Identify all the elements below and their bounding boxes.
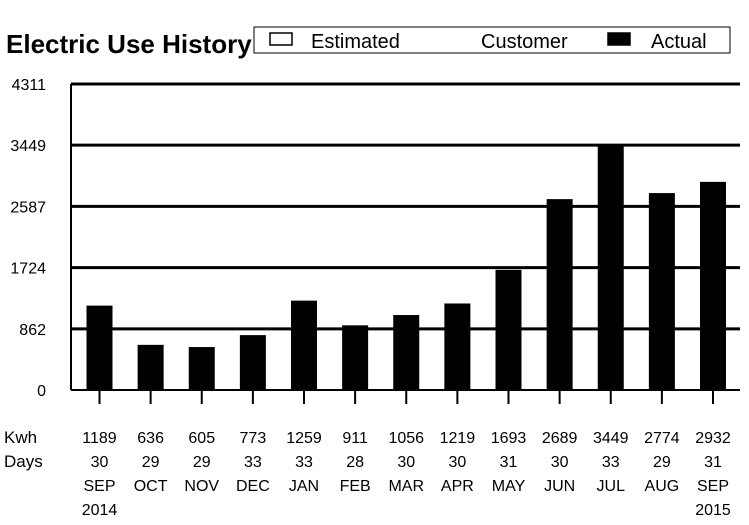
kwh-label: 1056 [388,430,424,447]
y-tick-labels: 0 862 1724 2587 3449 4311 [10,77,46,400]
bar [393,315,420,390]
month-label: OCT [134,478,168,495]
bar [291,300,317,390]
y-tick-label: 1724 [10,261,46,278]
bar [546,199,573,390]
y-tick-label: 0 [37,383,46,400]
y-tick-label: 2587 [10,199,46,216]
bar [648,193,675,390]
days-label: 29 [193,454,211,471]
legend-box [253,26,731,54]
kwh-label: 911 [342,430,368,447]
month-label: JUN [544,478,575,495]
kwh-label: 1189 [82,430,117,447]
kwh-label: 1259 [286,430,322,447]
days-label: 29 [142,454,160,471]
days-label: 30 [91,454,109,471]
kwh-label: 2689 [542,430,578,447]
bar [597,145,624,390]
month-label: JAN [289,478,319,495]
kwh-label: 3449 [593,430,629,447]
month-label: JUL [597,478,626,495]
bar [495,269,522,390]
days-label: 30 [397,454,415,471]
year-label: 2014 [82,502,118,519]
row-label-days: Days [4,452,43,471]
legend-swatch-actual [607,32,631,46]
legend-label-customer: Customer [481,31,568,53]
kwh-label: 2932 [695,430,731,447]
days-label: 33 [295,454,313,471]
month-label: FEB [340,478,371,495]
days-label: 30 [551,454,569,471]
y-tick-label: 4311 [12,77,47,94]
days-label: 31 [500,454,518,471]
bar [342,325,369,390]
gridlines [71,82,740,331]
x-category-labels: Kwh Days 1189 30 SEP 2014 636 29 OCT 605 29 NOV 773 3… [4,428,731,519]
kwh-label: 1219 [440,430,476,447]
legend: Estimated Customer Actual [253,26,731,54]
y-tick-label: 3449 [10,138,46,155]
month-label: DEC [236,478,270,495]
axes [70,84,740,404]
days-label: 33 [244,454,262,471]
bars [86,145,726,390]
chart-title: Electric Use History [6,29,252,59]
kwh-label: 605 [188,430,215,447]
row-label-kwh: Kwh [4,428,37,447]
bar [137,344,164,390]
y-tick-label: 862 [19,322,46,339]
month-label: APR [441,478,474,495]
bar [239,335,266,390]
days-label: 33 [602,454,620,471]
legend-label-actual: Actual [651,31,707,53]
legend-swatch-estimated [269,32,293,46]
days-label: 28 [346,454,364,471]
month-label: NOV [184,478,219,495]
bar [86,305,113,390]
month-label: MAR [388,478,424,495]
bar [188,347,215,390]
month-label: SEP [697,478,729,495]
bar [700,181,726,390]
bar [444,303,471,390]
kwh-label: 1693 [491,430,527,447]
days-label: 30 [448,454,466,471]
month-label: SEP [83,478,115,495]
month-label: AUG [645,478,680,495]
month-label: MAY [492,478,526,495]
year-label: 2015 [695,502,731,519]
kwh-label: 2774 [644,430,680,447]
days-label: 31 [704,454,722,471]
legend-label-estimated: Estimated [311,31,400,53]
days-label: 29 [653,454,671,471]
kwh-label: 636 [137,430,164,447]
kwh-label: 773 [240,430,267,447]
